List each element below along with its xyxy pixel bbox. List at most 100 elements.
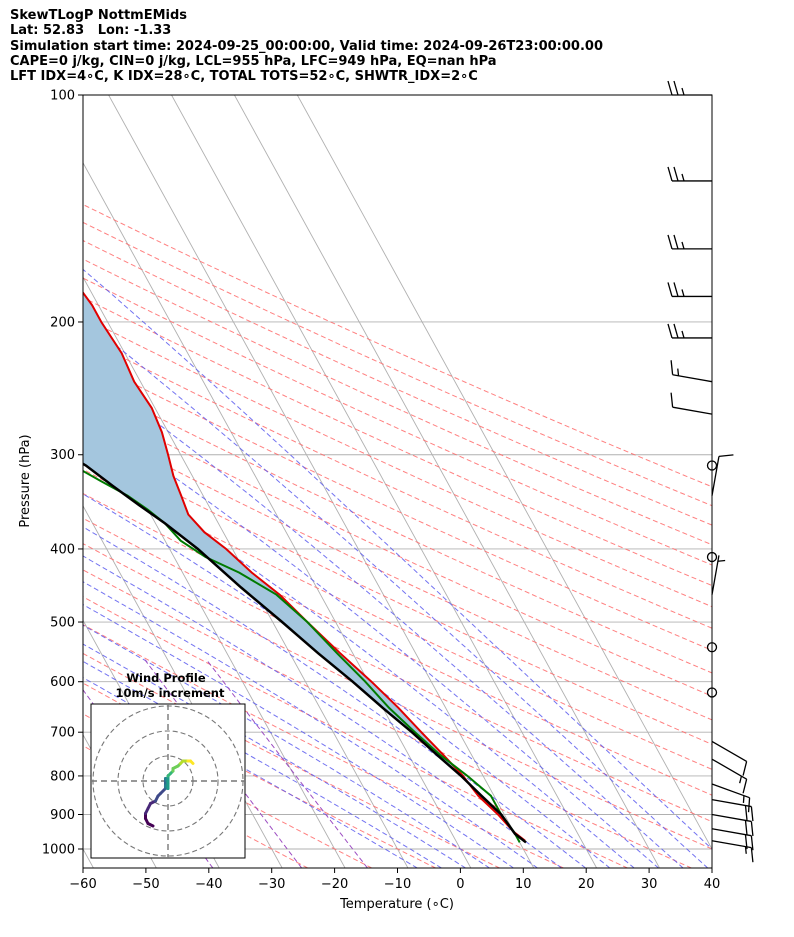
y-tick-label: 300 <box>50 448 75 463</box>
y-tick-label: 100 <box>50 89 75 104</box>
y-tick-label: 200 <box>50 315 75 330</box>
dewpoint-line <box>83 469 521 843</box>
x-tick-label: 10 <box>515 877 532 892</box>
barb-flag <box>673 166 679 182</box>
barb-flag <box>750 835 754 851</box>
location-line: Lat: 52.83 Lon: -1.33 <box>10 23 172 39</box>
barb-flag <box>673 282 679 297</box>
barb-half-flag <box>717 559 726 562</box>
wind-barbs <box>667 80 754 863</box>
isobar-lines <box>83 95 712 850</box>
x-tick-label: −10 <box>384 877 411 892</box>
barb-flag <box>744 805 748 821</box>
barb-staff <box>711 798 752 808</box>
isotherm-line <box>83 733 157 868</box>
barb-half-flag <box>681 87 685 96</box>
wind-barb <box>711 758 748 794</box>
barb-flag <box>742 761 748 776</box>
wind-barb <box>667 282 712 298</box>
x-tick-label: 30 <box>641 877 658 892</box>
isotherm-line <box>296 95 712 850</box>
wind-barb <box>667 166 712 182</box>
barb-flag <box>667 80 673 96</box>
x-axis: −60 −50 −40 −30 −20 −10 0 10 20 30 40 <box>69 868 720 892</box>
barb-half-flag <box>744 846 747 854</box>
y-tick-label: 800 <box>50 769 75 784</box>
barb-staff <box>711 555 720 595</box>
barb-flag <box>744 820 748 835</box>
x-tick-label: −30 <box>258 877 285 892</box>
calm-wind-circle <box>706 460 718 471</box>
x-tick-label: −20 <box>321 877 348 892</box>
moist-adiabat <box>83 604 514 868</box>
barb-flag <box>667 166 673 182</box>
dry-adiabat <box>83 258 712 546</box>
time-line: Simulation start time: 2024-09-25_00:00:… <box>10 38 603 54</box>
dry-adiabat <box>83 492 712 796</box>
parcel-line <box>83 462 527 844</box>
isotherm-line <box>108 95 535 868</box>
wind-barb <box>667 323 712 339</box>
isotherm-line <box>83 161 472 868</box>
hodograph-ring <box>117 730 219 832</box>
wind-barb <box>711 840 754 863</box>
isotherm-line <box>170 95 598 868</box>
chart-header: SkewTLogP NottmEMids Lat: 52.83 Lon: -1.… <box>10 8 603 84</box>
barb-flag <box>673 80 679 96</box>
barb-half-flag <box>681 173 685 182</box>
dry-adiabat <box>83 357 712 651</box>
barb-staff <box>711 740 747 762</box>
calm-wind-circle <box>706 642 718 653</box>
barb-half-flag <box>681 330 685 339</box>
wind-barb <box>711 454 734 496</box>
wind-barb <box>711 813 754 836</box>
y-tick-label: 400 <box>50 542 75 557</box>
profile-lines <box>83 291 527 844</box>
hodograph-inset: Wind Profile 10m/s increment <box>90 671 246 859</box>
barb-flag <box>750 821 754 836</box>
barb-flag <box>667 323 673 339</box>
dry-adiabat <box>83 468 712 770</box>
isotherm-line <box>233 95 660 868</box>
barb-half-flag <box>681 241 685 250</box>
barb-flag <box>718 454 734 457</box>
barb-flag <box>750 847 754 863</box>
moist-adiabat <box>83 526 587 868</box>
isotherm-line <box>83 276 409 868</box>
dry-adiabat <box>83 221 712 507</box>
y-tick-label: 600 <box>50 675 75 690</box>
wind-barb <box>711 555 726 595</box>
x-tick-label: 40 <box>704 877 721 892</box>
indices-line: LFT IDX=4∘C, K IDX=28∘C, TOTAL TOTS=52∘C… <box>10 69 478 85</box>
x-tick-label: −60 <box>69 877 96 892</box>
barb-half-flag <box>677 368 680 376</box>
wind-barb <box>670 392 713 415</box>
barb-half-flag <box>681 289 685 297</box>
y-axis-label: Pressure (hPa) <box>18 434 33 527</box>
barb-flag <box>673 323 679 339</box>
wind-barb <box>711 783 751 813</box>
barb-flag <box>747 797 751 813</box>
chart-title: SkewTLogP NottmEMids <box>10 8 188 23</box>
mixing-ratio-line <box>205 658 368 868</box>
wind-barb <box>670 360 713 383</box>
moist-adiabat <box>83 268 712 850</box>
barb-flag <box>673 234 679 250</box>
hodograph-subtitle: 10m/s increment <box>116 686 225 700</box>
barb-staff <box>711 758 747 780</box>
calm-wind-circle <box>706 551 718 563</box>
barb-staff <box>711 783 750 799</box>
moist-adiabat <box>83 413 659 868</box>
barb-flag <box>742 778 748 794</box>
dry-adiabat <box>83 596 628 868</box>
barb-staff <box>672 374 713 383</box>
dry-adiabat <box>83 336 712 629</box>
dry-adiabat <box>83 517 712 823</box>
plot-area <box>83 95 712 868</box>
barb-staff <box>711 828 752 837</box>
x-axis-label: Temperature (∘C) <box>339 897 454 912</box>
calm-wind-circle <box>706 687 718 698</box>
y-tick-label: 700 <box>50 726 75 741</box>
temperature-line <box>83 291 526 842</box>
